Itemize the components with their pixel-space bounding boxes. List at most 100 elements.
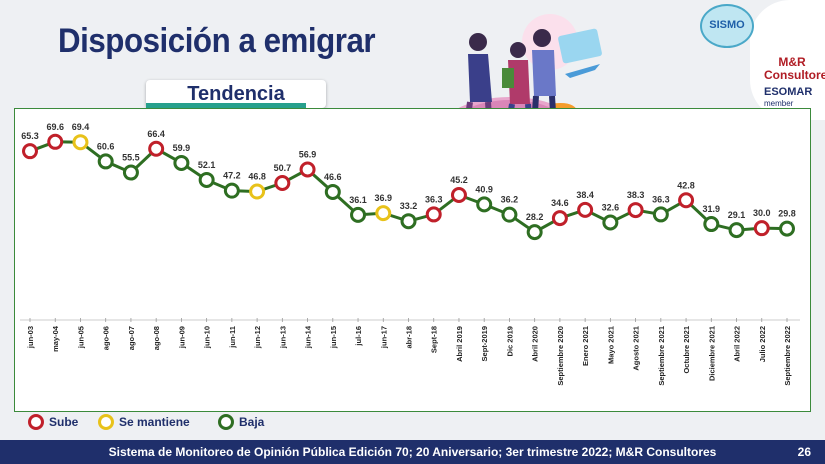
data-label: 34.6 — [551, 198, 569, 208]
data-point — [753, 220, 770, 237]
subtitle: Tendencia — [187, 83, 285, 105]
data-label: 40.9 — [475, 184, 493, 194]
x-tick-label: jun-13 — [278, 326, 287, 349]
data-label: 46.6 — [324, 172, 342, 182]
data-label: 55.5 — [122, 153, 140, 163]
esomar-member-label: member — [764, 99, 794, 108]
x-tick-label: jun-11 — [228, 326, 237, 349]
page-title: Disposición a emigrar — [58, 22, 376, 60]
data-label: 42.8 — [677, 180, 695, 190]
data-label: 69.6 — [46, 122, 64, 132]
x-tick-label: jun-10 — [203, 326, 212, 349]
x-tick-label: Julio 2022 — [758, 326, 767, 362]
data-label: 32.6 — [602, 203, 620, 213]
data-label: 30.0 — [753, 208, 771, 218]
data-label: 59.9 — [173, 143, 191, 153]
page-number: 26 — [797, 445, 811, 459]
data-point — [400, 213, 417, 230]
x-tick-label: Abril 2019 — [455, 326, 464, 362]
data-point — [375, 205, 392, 222]
data-point — [324, 183, 341, 200]
data-point — [551, 210, 568, 227]
x-tick-label: Sept-2019 — [480, 326, 489, 361]
x-tick-label: jun-17 — [379, 326, 388, 349]
legend-item-baja: Baja — [218, 414, 264, 430]
x-tick-label: jun-15 — [329, 326, 338, 349]
data-point — [450, 187, 467, 204]
esomar-logo: ESOMAR — [764, 86, 813, 98]
mr-consultores-logo: M&R Consultores — [764, 55, 825, 82]
data-label: 38.4 — [576, 190, 594, 200]
x-tick-label: Sept-18 — [430, 326, 439, 353]
data-label: 65.3 — [21, 131, 39, 141]
data-label: 33.2 — [400, 201, 418, 211]
data-point — [728, 222, 745, 239]
data-label: 69.4 — [72, 122, 90, 132]
x-tick-label: jun-14 — [304, 325, 313, 349]
x-tick-label: jun-09 — [177, 326, 186, 349]
legend-sube-label: Sube — [49, 415, 79, 429]
footer-text: Sistema de Monitoreo de Opinión Pública … — [108, 445, 717, 459]
data-point — [122, 164, 139, 181]
x-tick-label: ago-07 — [127, 326, 136, 350]
data-label: 60.6 — [97, 141, 115, 151]
footer-bar — [0, 440, 825, 464]
x-tick-label: Dic 2019 — [505, 326, 514, 356]
x-tick-label: Abril 2022 — [733, 326, 742, 362]
subtitle-underline — [146, 103, 306, 109]
data-label: 36.2 — [501, 195, 519, 205]
data-point — [148, 140, 165, 157]
legend-sube-icon — [28, 414, 44, 430]
data-point — [22, 143, 38, 160]
data-point — [501, 206, 518, 223]
data-label: 45.2 — [450, 175, 468, 185]
x-tick-label: jul-16 — [354, 326, 363, 347]
x-tick-label: jun-05 — [76, 326, 85, 349]
data-point — [703, 216, 720, 233]
data-label: 66.4 — [147, 129, 165, 139]
data-point — [652, 206, 669, 223]
data-label: 31.9 — [703, 204, 721, 214]
data-point — [47, 133, 64, 150]
x-tick-label: Enero 2021 — [581, 326, 590, 366]
x-tick-label: Septiembre 2022 — [783, 326, 792, 386]
data-point — [274, 175, 291, 192]
legend-item-sube: Sube — [28, 414, 78, 430]
x-tick-label: may-04 — [51, 325, 60, 352]
sismo-logo: SISMO — [700, 4, 754, 48]
data-point — [627, 202, 644, 219]
data-point — [577, 201, 594, 218]
data-point — [198, 171, 215, 188]
x-tick-label: ago-08 — [152, 326, 161, 350]
x-tick-label: Septiembre 2021 — [657, 326, 666, 386]
data-label: 50.7 — [274, 163, 292, 173]
data-label: 47.2 — [223, 171, 241, 181]
data-label: 29.8 — [778, 209, 796, 219]
legend-item-se-mantiene: Se mantiene — [98, 414, 190, 430]
data-label: 36.1 — [349, 195, 367, 205]
logo-panel — [750, 0, 825, 120]
data-label: 36.3 — [425, 194, 443, 204]
data-point — [299, 161, 316, 178]
data-point — [72, 134, 89, 151]
data-label: 29.1 — [728, 210, 746, 220]
legend-baja-icon — [218, 414, 234, 430]
data-point — [350, 206, 367, 223]
legend-se-mantiene-label: Se mantiene — [119, 415, 190, 429]
data-point — [425, 206, 442, 223]
x-tick-label: jun-03 — [26, 326, 35, 349]
data-point — [602, 214, 619, 231]
data-point — [678, 192, 695, 209]
x-tick-label: jun-12 — [253, 326, 262, 349]
x-tick-label: Octubre 2021 — [682, 326, 691, 374]
x-tick-label: Mayo 2021 — [606, 326, 615, 364]
data-point — [476, 196, 493, 213]
data-label: 36.9 — [375, 193, 393, 203]
data-point — [779, 220, 795, 237]
data-point — [249, 183, 266, 200]
data-label: 36.3 — [652, 194, 670, 204]
x-tick-label: abr-18 — [405, 326, 414, 349]
x-tick-label: Agosto 2021 — [632, 326, 641, 371]
x-tick-label: ago-06 — [102, 326, 111, 350]
